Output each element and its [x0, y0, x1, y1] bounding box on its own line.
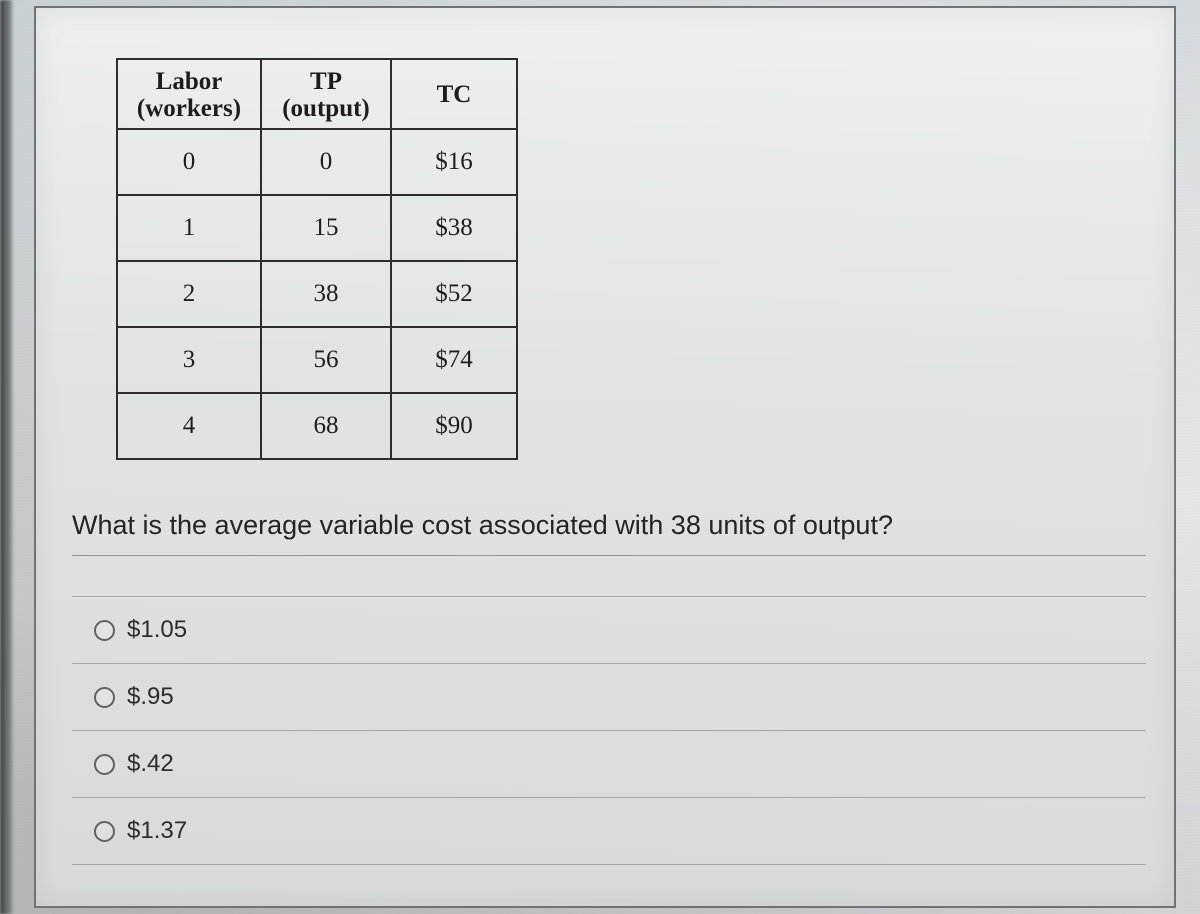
cell-tc: $90	[391, 393, 517, 459]
col-header-tp: TP (output)	[261, 59, 391, 129]
col-header-labor-line1: Labor	[156, 68, 223, 95]
radio-icon	[94, 687, 115, 708]
cell-labor: 1	[117, 195, 261, 261]
cell-tp: 56	[261, 327, 391, 393]
radio-icon	[94, 821, 115, 842]
cell-labor: 3	[117, 327, 261, 393]
cell-tc: $38	[391, 195, 517, 261]
cell-tc: $16	[391, 129, 517, 195]
cell-labor: 2	[117, 261, 261, 327]
question-spacer	[72, 556, 1146, 597]
table-row: 4 68 $90	[117, 393, 517, 459]
radio-icon	[94, 620, 115, 641]
table-row: 0 0 $16	[117, 129, 517, 195]
cell-labor: 0	[117, 129, 261, 195]
cell-tp: 15	[261, 195, 391, 261]
cell-tc: $52	[391, 261, 517, 327]
col-header-labor-line2: (workers)	[137, 95, 241, 122]
table-row: 2 38 $52	[117, 261, 517, 327]
option-label: $1.05	[127, 616, 187, 644]
radio-icon	[94, 754, 115, 775]
table-row: 3 56 $74	[117, 327, 517, 393]
cell-tc: $74	[391, 327, 517, 393]
col-header-tc-line1: TC	[437, 81, 472, 108]
option-label: $.42	[127, 750, 174, 778]
question-text: What is the average variable cost associ…	[72, 510, 1146, 556]
col-header-tp-line2: (output)	[282, 95, 370, 122]
answer-option-3[interactable]: $.42	[72, 731, 1146, 798]
cell-tp: 0	[261, 129, 391, 195]
cell-tp: 68	[261, 393, 391, 459]
col-header-tp-line1: TP	[310, 68, 342, 95]
screen-bezel-left	[0, 0, 14, 914]
cell-tp: 38	[261, 261, 391, 327]
table-row: 1 15 $38	[117, 195, 517, 261]
answer-options: $1.05 $.95 $.42 $1.37	[72, 597, 1146, 865]
option-label: $1.37	[127, 817, 187, 845]
quiz-content: Labor (workers) TP (output) TC 0 0	[72, 58, 1146, 865]
economics-table: Labor (workers) TP (output) TC 0 0	[116, 58, 518, 460]
col-header-labor: Labor (workers)	[117, 59, 261, 129]
answer-option-4[interactable]: $1.37	[72, 798, 1146, 865]
table-header-row: Labor (workers) TP (output) TC	[117, 59, 517, 129]
answer-option-2[interactable]: $.95	[72, 664, 1146, 731]
option-label: $.95	[127, 683, 174, 711]
quiz-panel: Labor (workers) TP (output) TC 0 0	[34, 6, 1176, 908]
col-header-tc: TC	[391, 59, 517, 129]
cell-labor: 4	[117, 393, 261, 459]
answer-option-1[interactable]: $1.05	[72, 597, 1146, 664]
